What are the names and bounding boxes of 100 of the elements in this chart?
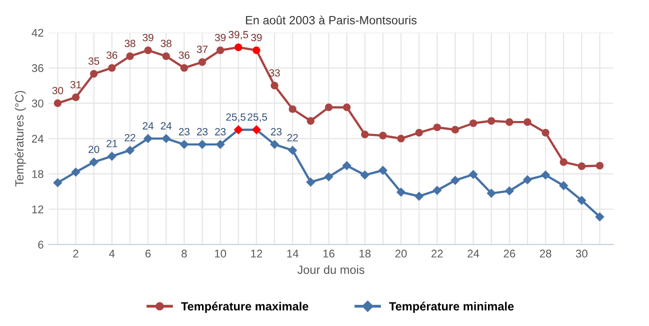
data-label: 35 xyxy=(88,57,100,65)
legend-label: Température minimale xyxy=(389,302,514,313)
point xyxy=(342,104,351,112)
x-tick-label: 8 xyxy=(182,250,187,258)
x-tick-label: 2 xyxy=(73,250,78,258)
point xyxy=(396,188,406,197)
x-tick-label: 28 xyxy=(540,250,552,258)
x-tick-label: 26 xyxy=(504,250,516,258)
point xyxy=(198,58,206,66)
point xyxy=(540,170,550,180)
point xyxy=(288,146,298,155)
data-label: 33 xyxy=(269,69,280,77)
point xyxy=(578,162,586,170)
data-label: 22 xyxy=(287,134,298,142)
point xyxy=(288,105,296,113)
point xyxy=(577,196,586,205)
data-label: 37 xyxy=(196,46,208,54)
data-label: 36 xyxy=(178,52,190,59)
point xyxy=(107,152,117,161)
data-label: 36 xyxy=(106,52,118,59)
point xyxy=(252,46,260,54)
point xyxy=(162,52,170,60)
point xyxy=(216,140,225,150)
x-tick-label: 4 xyxy=(109,250,115,258)
y-tick-label: 30 xyxy=(32,100,44,108)
data-label: 30 xyxy=(52,86,64,94)
point xyxy=(342,161,352,170)
point xyxy=(270,82,278,90)
point xyxy=(143,134,153,144)
data-label: 31 xyxy=(70,80,82,88)
data-label: 38 xyxy=(160,40,172,48)
point xyxy=(486,188,496,198)
point xyxy=(542,128,550,136)
data-label: 25,5 xyxy=(248,113,268,122)
point xyxy=(54,99,62,108)
point xyxy=(468,170,478,180)
x-tick-label: 18 xyxy=(360,250,371,258)
point xyxy=(234,125,243,134)
point xyxy=(324,104,333,112)
point xyxy=(378,166,388,175)
point xyxy=(414,192,424,201)
point xyxy=(450,176,460,185)
point xyxy=(560,158,568,166)
data-label: 25,5 xyxy=(226,113,246,122)
x-tick-label: 22 xyxy=(432,250,443,258)
data-label: 23 xyxy=(196,128,208,136)
x-tick-label: 10 xyxy=(214,250,226,258)
data-label: 24 xyxy=(142,122,154,130)
point xyxy=(144,46,152,54)
data-label: 39,5 xyxy=(228,30,248,40)
point xyxy=(506,118,514,126)
y-tick-label: 12 xyxy=(32,205,44,214)
x-tick-label: 16 xyxy=(323,250,334,258)
point xyxy=(72,94,80,102)
data-label: 20 xyxy=(88,146,100,154)
point xyxy=(270,140,280,150)
point xyxy=(216,46,224,54)
data-label: 23 xyxy=(178,128,190,136)
legend-label: Température maximale xyxy=(181,302,308,313)
point xyxy=(433,124,441,132)
point xyxy=(397,134,405,142)
point xyxy=(504,186,514,196)
point xyxy=(415,128,423,136)
y-axis-title: Températures (°C) xyxy=(14,91,26,187)
point xyxy=(252,125,262,134)
point xyxy=(306,117,314,125)
data-label: 21 xyxy=(106,140,118,148)
point xyxy=(180,64,188,72)
point xyxy=(71,167,80,177)
x-tick-label: 30 xyxy=(576,250,588,258)
point xyxy=(162,134,171,144)
data-label: 24 xyxy=(160,122,172,130)
x-tick-label: 24 xyxy=(468,250,480,258)
point xyxy=(198,140,207,150)
point xyxy=(522,175,532,184)
point xyxy=(524,118,532,126)
point xyxy=(53,178,62,188)
point xyxy=(596,162,604,170)
x-tick-label: 12 xyxy=(251,250,262,258)
data-label: 39 xyxy=(142,34,154,42)
x-tick-label: 14 xyxy=(287,250,298,258)
chart-title: En août 2003 à Paris-Montsouris xyxy=(246,16,417,24)
data-label: 39 xyxy=(251,34,262,42)
x-tick-label: 6 xyxy=(146,250,151,258)
point xyxy=(108,64,116,72)
y-tick-label: 18 xyxy=(32,170,44,178)
y-tick-label: 42 xyxy=(32,28,44,37)
point xyxy=(432,186,442,195)
y-tick-label: 36 xyxy=(32,64,44,72)
point xyxy=(180,140,189,150)
data-label: 22 xyxy=(124,134,136,142)
point xyxy=(559,181,568,190)
point xyxy=(125,146,135,155)
point xyxy=(360,170,370,180)
x-tick-label: 20 xyxy=(395,250,407,258)
point xyxy=(451,126,460,134)
point xyxy=(488,117,496,125)
point xyxy=(306,178,316,187)
point xyxy=(469,119,478,128)
point xyxy=(126,52,134,60)
